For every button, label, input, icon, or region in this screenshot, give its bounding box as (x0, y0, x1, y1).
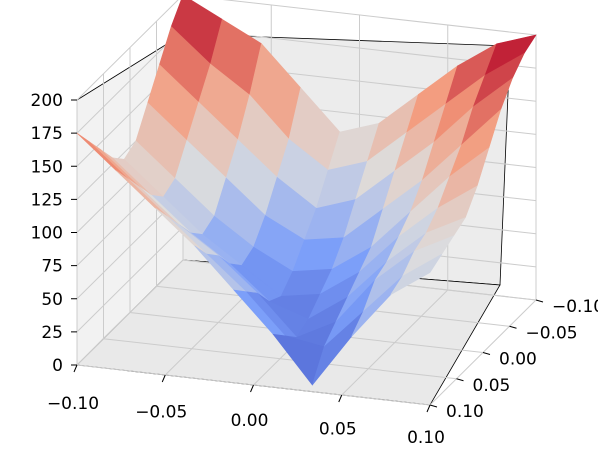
z-tick-label: 0 (52, 356, 63, 376)
y-tick-label: 0.00 (499, 350, 537, 370)
y-tick-mark (535, 299, 544, 303)
x-tick-label: 0.10 (407, 428, 445, 448)
x-tick-label: 0.00 (231, 411, 269, 431)
y-grid-line (103, 73, 457, 380)
z-tick-label: 125 (31, 190, 63, 210)
y-tick-mark (509, 325, 517, 329)
z-tick-label: 75 (41, 257, 63, 277)
z-tick-label: 50 (41, 290, 63, 310)
y-tick-mark (429, 404, 438, 408)
y-tick-mark (482, 352, 491, 355)
y-tick-label: 0.10 (446, 402, 484, 422)
surface (76, 0, 537, 386)
surface-patch (390, 253, 443, 295)
y-tick-label: −0.10 (552, 297, 598, 317)
x-tick-mark (250, 384, 254, 393)
y-tick-label: −0.05 (526, 323, 578, 343)
z-tick-label: 200 (31, 91, 63, 111)
axis-ticks: 0 25 50 75 100 125 150 175 200 −0.10 −0.05 0.00 0.05… (31, 91, 598, 448)
z-tick-label: 100 (31, 224, 63, 244)
z-tick-label: 150 (31, 157, 63, 177)
x-tick-mark (426, 404, 431, 413)
z-tick-label: 25 (41, 323, 63, 343)
z-grid-line (76, 0, 537, 101)
x-tick-label: −0.10 (47, 394, 99, 414)
x-tick-mark (161, 374, 166, 383)
y-tick-mark (456, 378, 464, 382)
y-grid-line (129, 47, 484, 353)
y-tick-label: 0.05 (473, 376, 511, 396)
z-tick-label: 175 (31, 124, 63, 144)
x-tick-mark (73, 364, 78, 373)
x-tick-mark (338, 394, 343, 403)
x-tick-label: 0.05 (319, 420, 357, 440)
x-tick-label: −0.05 (135, 403, 187, 423)
